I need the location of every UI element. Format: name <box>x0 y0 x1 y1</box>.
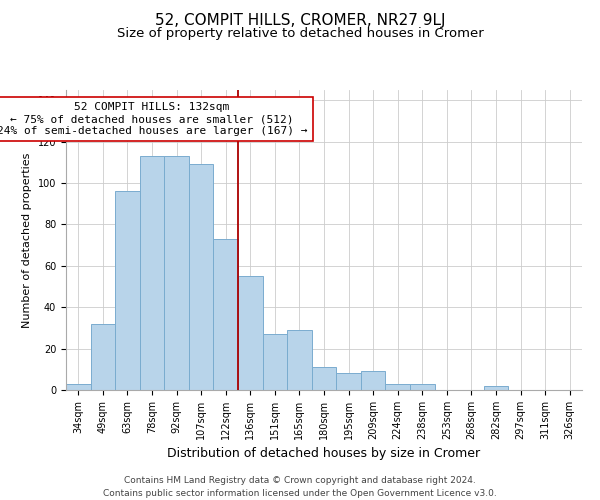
Bar <box>115 192 140 390</box>
Bar <box>484 386 508 390</box>
Bar <box>361 372 385 390</box>
Text: Contains HM Land Registry data © Crown copyright and database right 2024.
Contai: Contains HM Land Registry data © Crown c… <box>103 476 497 498</box>
Bar <box>238 276 263 390</box>
Bar <box>385 384 410 390</box>
Bar <box>189 164 214 390</box>
X-axis label: Distribution of detached houses by size in Cromer: Distribution of detached houses by size … <box>167 448 481 460</box>
Text: Size of property relative to detached houses in Cromer: Size of property relative to detached ho… <box>116 28 484 40</box>
Bar <box>312 367 336 390</box>
Y-axis label: Number of detached properties: Number of detached properties <box>22 152 32 328</box>
Bar <box>66 384 91 390</box>
Bar <box>164 156 189 390</box>
Bar <box>91 324 115 390</box>
Text: 52, COMPIT HILLS, CROMER, NR27 9LJ: 52, COMPIT HILLS, CROMER, NR27 9LJ <box>155 12 445 28</box>
Bar <box>410 384 434 390</box>
Bar <box>263 334 287 390</box>
Bar <box>214 239 238 390</box>
Bar <box>287 330 312 390</box>
Bar <box>140 156 164 390</box>
Text: 52 COMPIT HILLS: 132sqm
← 75% of detached houses are smaller (512)
24% of semi-d: 52 COMPIT HILLS: 132sqm ← 75% of detache… <box>0 102 307 136</box>
Bar <box>336 374 361 390</box>
